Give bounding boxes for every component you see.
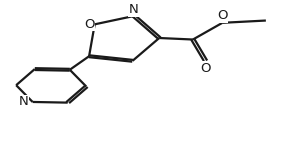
Text: N: N <box>129 3 139 16</box>
Text: O: O <box>84 18 95 31</box>
Text: N: N <box>19 95 28 108</box>
Text: O: O <box>217 9 228 22</box>
Text: O: O <box>200 61 211 75</box>
